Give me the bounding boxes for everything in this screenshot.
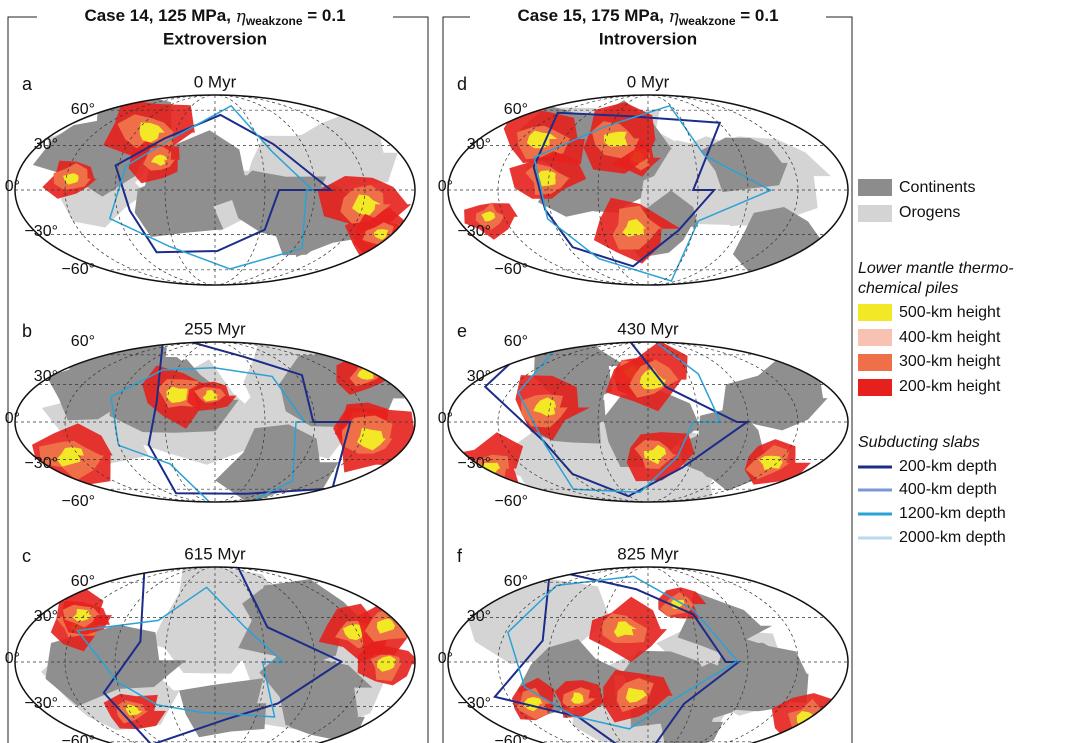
- header-part: = 0.1: [736, 6, 779, 25]
- latitude-label: 30°: [34, 136, 58, 153]
- map: [15, 332, 419, 515]
- latitude-label: 30°: [467, 136, 491, 153]
- legend-heading: Lower mantle thermo-: [858, 260, 1014, 277]
- map: [15, 92, 415, 285]
- latitude-label: 60°: [71, 333, 95, 350]
- map-time: 430 Myr: [617, 319, 679, 338]
- legend-label: 400-km depth: [899, 481, 997, 498]
- legend-swatch: [858, 329, 892, 346]
- legend-swatch: [858, 205, 892, 222]
- latitude-label: 0°: [438, 410, 453, 427]
- legend-label: 400-km height: [899, 329, 1001, 346]
- latitude-label: 0°: [5, 178, 20, 195]
- legend-heading: chemical piles: [858, 280, 958, 297]
- latitude-label: −60°: [494, 261, 528, 278]
- latitude-label: −30°: [24, 455, 58, 472]
- latitude-label: 30°: [34, 608, 58, 625]
- map-time: 255 Myr: [184, 319, 246, 338]
- latitude-label: −30°: [24, 223, 58, 240]
- panel-mode: Introversion: [599, 29, 697, 48]
- header-part: weakzone: [245, 14, 303, 28]
- header-part: weakzone: [678, 14, 736, 28]
- panel-mode: Extroversion: [163, 29, 267, 48]
- latitude-label: 30°: [34, 368, 58, 385]
- legend-label: 200-km height: [899, 378, 1001, 395]
- panel-letter: d: [457, 74, 467, 94]
- map-time: 0 Myr: [627, 72, 670, 91]
- header-part: Case 15, 175 MPa,: [517, 6, 668, 25]
- latitude-label: −60°: [494, 493, 528, 510]
- legend-heading: Subducting slabs: [858, 434, 980, 451]
- latitude-label: 60°: [504, 573, 528, 590]
- panel-letter: b: [22, 321, 32, 341]
- panel-header: Case 15, 175 MPa, ηweakzone = 0.1: [517, 6, 778, 28]
- latitude-label: 60°: [504, 101, 528, 118]
- latitude-label: −30°: [24, 695, 58, 712]
- header-part: = 0.1: [303, 6, 346, 25]
- legend-swatch: [858, 354, 892, 371]
- latitude-label: −30°: [457, 223, 491, 240]
- legend-label: 2000-km depth: [899, 529, 1006, 546]
- latitude-label: −60°: [494, 733, 528, 743]
- legend-label: Continents: [899, 179, 976, 196]
- latitude-label: 0°: [5, 410, 20, 427]
- latitude-label: −60°: [61, 733, 95, 743]
- legend-swatch: [858, 179, 892, 196]
- header-part: Case 14, 125 MPa,: [84, 6, 235, 25]
- panel-letter: c: [22, 546, 31, 566]
- latitude-label: −30°: [457, 455, 491, 472]
- latitude-label: 30°: [467, 608, 491, 625]
- legend-label: 300-km height: [899, 353, 1001, 370]
- map-time: 825 Myr: [617, 544, 679, 563]
- legend-swatch: [858, 379, 892, 396]
- legend-label: 200-km depth: [899, 458, 997, 475]
- latitude-label: −60°: [61, 493, 95, 510]
- latitude-label: −60°: [61, 261, 95, 278]
- latitude-label: 60°: [71, 573, 95, 590]
- panel-letter: f: [457, 546, 463, 566]
- legend-label: Orogens: [899, 204, 960, 221]
- legend-label: 500-km height: [899, 304, 1001, 321]
- latitude-label: 30°: [467, 368, 491, 385]
- legend-label: 1200-km depth: [899, 505, 1006, 522]
- latitude-label: 0°: [438, 650, 453, 667]
- latitude-label: −30°: [457, 695, 491, 712]
- panel-header: Case 14, 125 MPa, ηweakzone = 0.1: [84, 6, 345, 28]
- map: [448, 95, 848, 285]
- map-time: 615 Myr: [184, 544, 246, 563]
- latitude-label: 0°: [438, 178, 453, 195]
- panel-letter: a: [22, 74, 33, 94]
- legend-swatch: [858, 304, 892, 321]
- latitude-label: 60°: [504, 333, 528, 350]
- panel-letter: e: [457, 321, 467, 341]
- latitude-label: 0°: [5, 650, 20, 667]
- map-time: 0 Myr: [194, 72, 237, 91]
- latitude-label: 60°: [71, 101, 95, 118]
- figure: Continents Orogens Lower mantle thermo- …: [0, 0, 1077, 743]
